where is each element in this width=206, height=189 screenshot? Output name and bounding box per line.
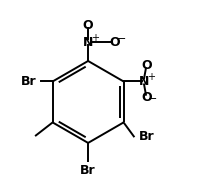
Text: N: N <box>139 75 149 88</box>
Text: O: O <box>83 19 93 32</box>
Text: O: O <box>110 36 121 49</box>
Text: +: + <box>147 72 155 82</box>
Text: O: O <box>142 59 152 72</box>
Text: −: − <box>148 94 158 104</box>
Text: N: N <box>83 36 93 49</box>
Text: Br: Br <box>80 164 96 177</box>
Text: O: O <box>142 91 152 104</box>
Text: Br: Br <box>139 130 155 143</box>
Text: −: − <box>116 34 126 44</box>
Text: +: + <box>91 33 99 43</box>
Text: Br: Br <box>21 75 37 88</box>
